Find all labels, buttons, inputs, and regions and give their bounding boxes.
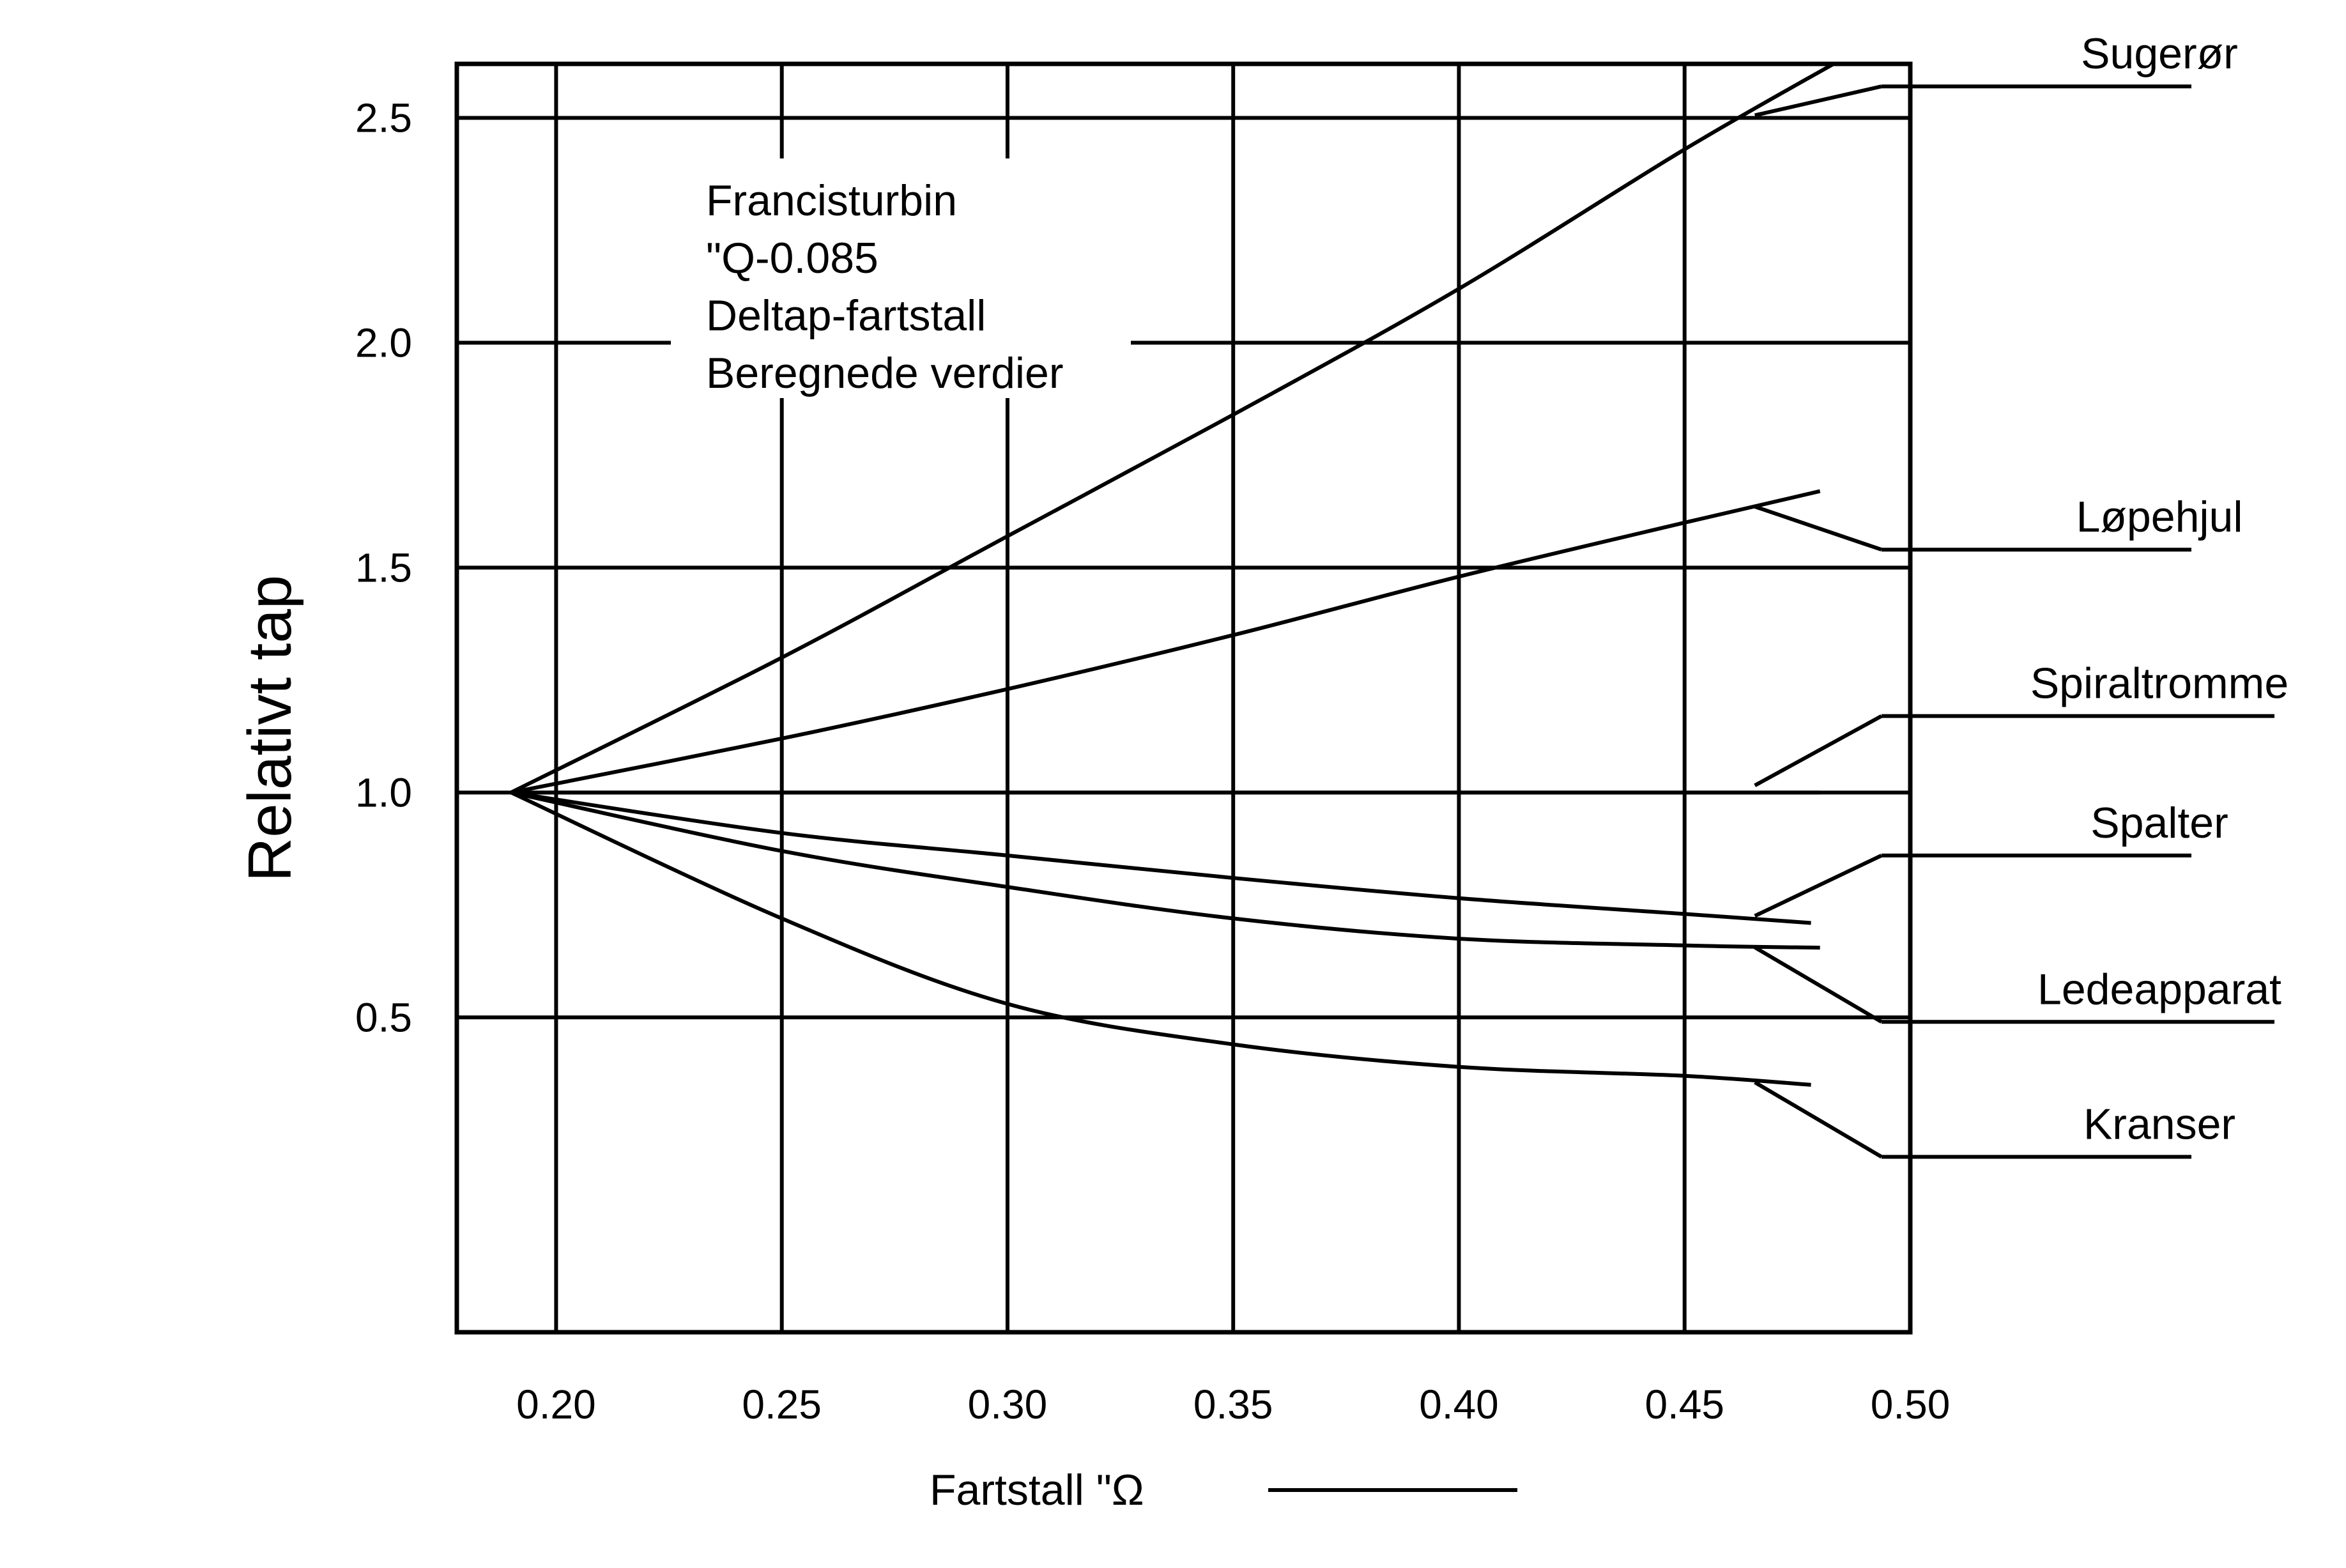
x-tick-label: 0.50 (1871, 1381, 1951, 1427)
annotation-line-1: Francisturbin (706, 176, 957, 225)
annotation-block: Francisturbin "Q-0.085 Deltap-fartstall … (671, 158, 1131, 398)
x-tick-label: 0.20 (516, 1381, 596, 1427)
x-tick-label: 0.25 (742, 1381, 822, 1427)
series-line-sugerør (510, 64, 1835, 795)
series-leader-arrow (1754, 946, 1883, 1024)
x-tick-label: 0.45 (1644, 1381, 1724, 1427)
y-tick-label: 2.5 (355, 95, 412, 141)
tick-labels: 0.20 0.25 0.30 0.35 0.40 0.45 0.50 0.5 1.0 1.5 2.0… (355, 95, 1950, 1427)
annotation-line-3: Deltap-fartstall (706, 291, 986, 340)
y-tick-label: 2.0 (355, 319, 412, 365)
series-label: Ledeapparat (2037, 965, 2281, 1013)
plot-frame (454, 61, 1913, 1335)
x-tick-label: 0.35 (1193, 1381, 1273, 1427)
series-line-løpehjul (510, 489, 1821, 795)
series-leader-arrow (1754, 714, 1883, 787)
series-leader-arrow (1754, 505, 1882, 552)
series-label: Spalter (2090, 799, 2228, 847)
grid-lines (454, 61, 1913, 1335)
series-label: Kranser (2083, 1100, 2235, 1148)
series-leader-arrow (1754, 854, 1883, 918)
y-axis-title: Relativt tap (236, 575, 304, 882)
series-leader-arrow (1754, 1080, 1883, 1159)
annotation-background (671, 158, 1131, 398)
annotation-line-2: "Q-0.085 (706, 234, 878, 282)
series-line-kranser (510, 790, 1811, 1087)
y-tick-label: 0.5 (355, 994, 412, 1040)
y-tick-label: 1.0 (355, 769, 412, 815)
series-label: Løpehjul (2076, 493, 2243, 541)
series-label: Spiraltromme (2030, 659, 2288, 708)
x-axis-title: Fartstall "Ω (930, 1466, 1144, 1514)
series-leader-arrow (1754, 84, 1882, 118)
series-label: Sugerør (2081, 29, 2238, 78)
x-tick-label: 0.40 (1419, 1381, 1499, 1427)
series-line-spalter (510, 790, 1811, 925)
annotation-line-4: Beregnede verdier (706, 349, 1063, 397)
y-tick-label: 1.5 (355, 544, 412, 590)
series-line-ledeapparat (510, 790, 1820, 950)
series-labels: Sugerør Løpehjul Spiraltromme Spalter Ledeap… (1754, 29, 2288, 1159)
x-tick-label: 0.30 (968, 1381, 1048, 1427)
